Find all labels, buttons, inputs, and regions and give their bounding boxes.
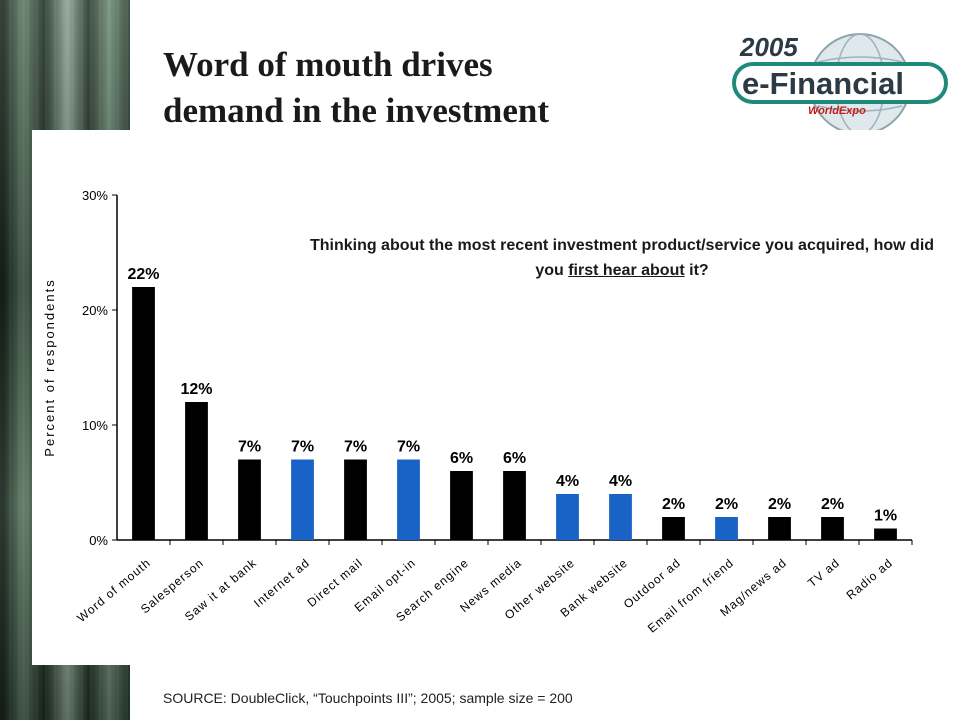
bar xyxy=(450,471,473,540)
bar-value-label: 4% xyxy=(556,473,579,490)
source-note: SOURCE: DoubleClick, “Touchpoints III”; … xyxy=(163,690,573,706)
question-text-underlined: first hear about xyxy=(568,262,685,279)
bar-value-label: 2% xyxy=(821,496,844,513)
bar-value-label: 2% xyxy=(768,496,791,513)
slide-title-line-2: demand in the investment xyxy=(163,91,549,130)
y-tick-label: 10% xyxy=(82,418,108,433)
bar-chart: 0% 10% 20% 30% Percent of respondents 22% Word… xyxy=(42,188,913,636)
e-financial-logo: 2005 e-Financial WorldExpo xyxy=(732,32,948,135)
question-text-after: it? xyxy=(684,262,709,279)
bar-value-label: 22% xyxy=(127,266,159,283)
bar xyxy=(238,459,261,540)
category-label: Internet ad xyxy=(251,556,312,611)
category-label: Word of mouth xyxy=(74,556,153,626)
slide-title-line-1: Word of mouth drives xyxy=(163,45,493,84)
bar xyxy=(874,528,897,540)
bar-value-label: 6% xyxy=(450,450,473,467)
survey-question: Thinking about the most recent investmen… xyxy=(302,233,942,283)
logo-sub: WorldExpo xyxy=(808,105,866,117)
bar-value-label: 7% xyxy=(397,439,420,456)
bar xyxy=(344,459,367,540)
bar xyxy=(132,287,155,540)
bar xyxy=(503,471,526,540)
y-tick-label: 30% xyxy=(82,188,108,203)
bar-value-label: 7% xyxy=(238,439,261,456)
bar xyxy=(715,517,738,540)
slide-title: Word of mouth drives demand in the inves… xyxy=(163,42,683,134)
bar-value-label: 1% xyxy=(874,508,897,525)
bar-value-label: 4% xyxy=(609,473,632,490)
bar xyxy=(185,402,208,540)
question-text-before: Thinking about the most recent investmen… xyxy=(309,237,935,279)
chart-panel: 0% 10% 20% 30% Percent of respondents 22% Word… xyxy=(32,130,934,665)
logo-name: e-Financial xyxy=(742,66,904,101)
category-label: TV ad xyxy=(805,556,842,591)
bar xyxy=(397,459,420,540)
bar xyxy=(609,494,632,540)
bar-value-label: 2% xyxy=(715,496,738,513)
bar-value-label: 7% xyxy=(344,439,367,456)
y-axis-title: Percent of respondents xyxy=(42,278,57,456)
bar xyxy=(556,494,579,540)
bar-value-label: 12% xyxy=(180,381,212,398)
bar xyxy=(662,517,685,540)
category-label: Radio ad xyxy=(843,556,895,603)
bar xyxy=(291,459,314,540)
bar xyxy=(768,517,791,540)
bar-value-label: 6% xyxy=(503,450,526,467)
bar xyxy=(821,517,844,540)
y-tick-label: 0% xyxy=(89,533,108,548)
bar-value-label: 7% xyxy=(291,439,314,456)
logo-year: 2005 xyxy=(739,32,798,62)
logo-banner xyxy=(732,62,948,104)
bar-value-label: 2% xyxy=(662,496,685,513)
y-tick-label: 20% xyxy=(82,303,108,318)
